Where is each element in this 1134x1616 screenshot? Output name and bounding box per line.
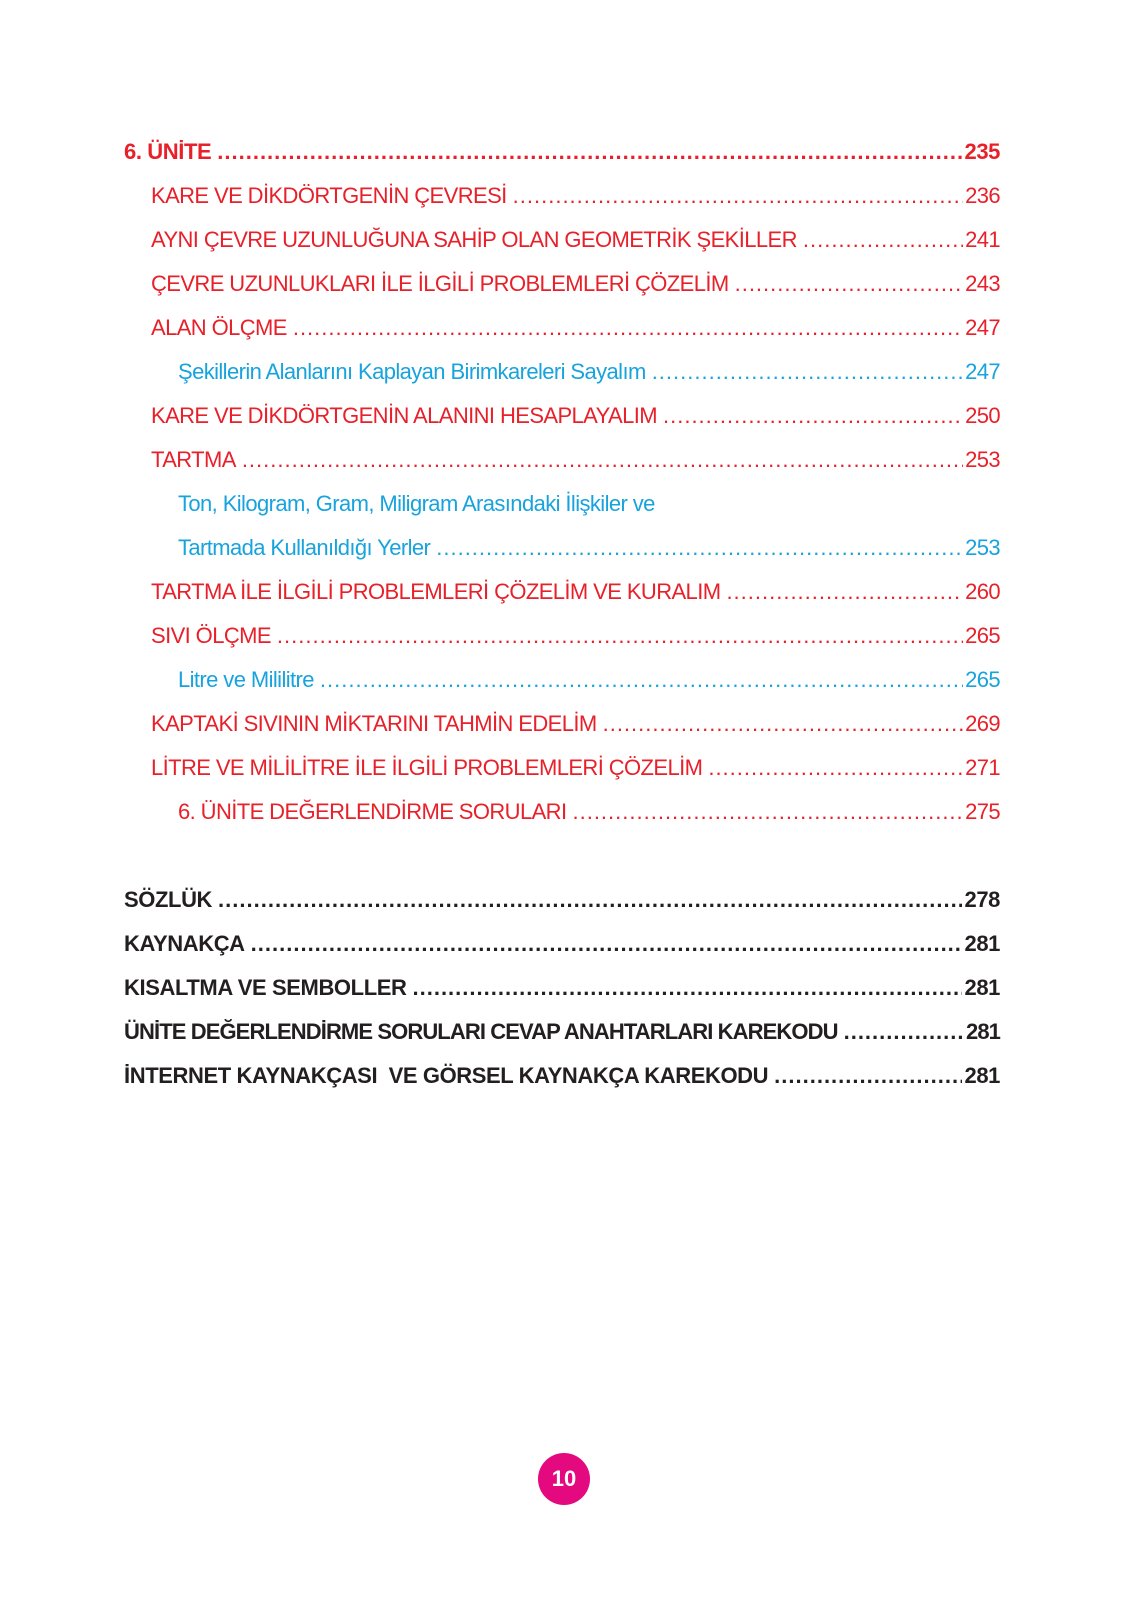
toc-label: ALAN ÖLÇME: [151, 315, 287, 340]
toc-entry[interactable]: SIVI ÖLÇME 265: [124, 622, 1001, 666]
toc-subentry[interactable]: Şekillerin Alanlarını Kaplayan Birimkare…: [124, 358, 1001, 402]
dot-leader: [726, 578, 963, 606]
dot-leader: [652, 358, 963, 386]
toc-label: 6. ÜNİTE DEĞERLENDİRME SORULARI: [178, 799, 567, 824]
dot-leader: [708, 754, 963, 782]
dot-leader: [293, 314, 963, 342]
toc-label: KARE VE DİKDÖRTGENİN ALANINI HESAPLAYALI…: [151, 403, 658, 428]
toc-page: 278: [964, 887, 1000, 912]
toc-page: 265: [965, 667, 1001, 692]
toc-entry[interactable]: TARTMA 253: [124, 446, 1001, 490]
toc-page: 275: [965, 799, 1001, 824]
toc-page: 260: [965, 579, 1001, 604]
page-number-badge: 10: [538, 1453, 590, 1505]
toc-page: 236: [965, 183, 1001, 208]
toc-label: Şekillerin Alanlarını Kaplayan Birimkare…: [178, 359, 646, 384]
dot-leader: [663, 402, 963, 430]
toc-label: Ton, Kilogram, Gram, Miligram Arasındaki…: [178, 491, 655, 516]
toc-entry[interactable]: 6. ÜNİTE DEĞERLENDİRME SORULARI 275: [124, 798, 1001, 842]
toc-subentry-line2[interactable]: Tartmada Kullanıldığı Yerler 253: [124, 534, 1001, 578]
toc-label: ÇEVRE UZUNLUKLARI İLE İLGİLİ PROBLEMLERİ…: [151, 271, 729, 296]
toc-appendix-entry[interactable]: KAYNAKÇA 281: [124, 930, 1000, 974]
toc-entry[interactable]: TARTMA İLE İLGİLİ PROBLEMLERİ ÇÖZELİM VE…: [124, 578, 1001, 622]
toc-label: KARE VE DİKDÖRTGENİN ÇEVRESİ: [151, 183, 507, 208]
toc-label: TARTMA İLE İLGİLİ PROBLEMLERİ ÇÖZELİM VE…: [151, 579, 721, 604]
table-of-contents: 6. ÜNİTE 235 KARE VE DİKDÖRTGENİN ÇEVRESİ…: [124, 138, 1001, 1106]
toc-entry[interactable]: ÇEVRE UZUNLUKLARI İLE İLGİLİ PROBLEMLERİ…: [124, 270, 1001, 314]
dot-leader: [218, 886, 962, 914]
toc-label: LİTRE VE MİLİLİTRE İLE İLGİLİ PROBLEMLER…: [151, 755, 703, 780]
toc-appendix-entry[interactable]: KISALTMA VE SEMBOLLER 281: [124, 974, 1000, 1018]
toc-appendix-entry[interactable]: İNTERNET KAYNAKÇASI VE GÖRSEL KAYNAKÇA K…: [124, 1062, 1000, 1106]
dot-leader: [251, 930, 963, 958]
toc-page: 241: [965, 227, 1001, 252]
toc-label: 6. ÜNİTE: [124, 139, 212, 164]
toc-entry[interactable]: AYNI ÇEVRE UZUNLUĞUNA SAHİP OLAN GEOMETR…: [124, 226, 1001, 270]
toc-label: TARTMA: [151, 447, 236, 472]
toc-page: 243: [965, 271, 1001, 296]
toc-subentry[interactable]: Litre ve Mililitre 265: [124, 666, 1001, 710]
toc-entry[interactable]: KARE VE DİKDÖRTGENİN ALANINI HESAPLAYALI…: [124, 402, 1001, 446]
toc-label: KAYNAKÇA: [124, 931, 245, 956]
dot-leader: [572, 798, 963, 826]
dot-leader: [803, 226, 963, 254]
dot-leader: [217, 138, 962, 166]
toc-entry[interactable]: KARE VE DİKDÖRTGENİN ÇEVRESİ 236: [124, 182, 1001, 226]
toc-page: 250: [965, 403, 1001, 428]
toc-label: Litre ve Mililitre: [178, 667, 315, 692]
dot-leader: [242, 446, 963, 474]
toc-page: 269: [965, 711, 1001, 736]
toc-label: ÜNİTE DEĞERLENDİRME SORULARI CEVAP ANAHT…: [124, 1019, 838, 1044]
toc-appendix-entry[interactable]: SÖZLÜK 278: [124, 886, 1000, 930]
dot-leader: [774, 1062, 962, 1090]
toc-label: SÖZLÜK: [124, 887, 213, 912]
toc-entry[interactable]: KAPTAKİ SIVININ MİKTARINI TAHMİN EDELİM 2…: [124, 710, 1001, 754]
toc-label: AYNI ÇEVRE UZUNLUĞUNA SAHİP OLAN GEOMETR…: [151, 227, 797, 252]
toc-page: 281: [964, 975, 1000, 1000]
toc-page: 281: [965, 1019, 1001, 1044]
toc-label: KAPTAKİ SIVININ MİKTARINI TAHMİN EDELİM: [151, 711, 597, 736]
toc-page: 247: [965, 315, 1001, 340]
dot-leader: [513, 182, 963, 210]
dot-leader: [277, 622, 963, 650]
toc-page: 271: [965, 755, 1001, 780]
dot-leader: [603, 710, 964, 738]
toc-appendix-entry[interactable]: ÜNİTE DEĞERLENDİRME SORULARI CEVAP ANAHT…: [124, 1018, 1001, 1062]
toc-entry[interactable]: ALAN ÖLÇME 247: [124, 314, 1001, 358]
toc-page: 247: [965, 359, 1001, 384]
toc-subentry-line1[interactable]: Ton, Kilogram, Gram, Miligram Arasındaki…: [124, 490, 1000, 534]
toc-label: Tartmada Kullanıldığı Yerler: [178, 535, 431, 560]
spacer: [124, 842, 1000, 886]
toc-page: 253: [965, 447, 1001, 472]
toc-label: İNTERNET KAYNAKÇASI VE GÖRSEL KAYNAKÇA K…: [124, 1063, 769, 1088]
toc-entry-unit[interactable]: 6. ÜNİTE 235: [124, 138, 1000, 182]
toc-label: KISALTMA VE SEMBOLLER: [124, 975, 407, 1000]
toc-page: 281: [964, 931, 1000, 956]
dot-leader: [320, 666, 963, 694]
dot-leader: [844, 1018, 964, 1046]
toc-page: 265: [965, 623, 1001, 648]
toc-page: 235: [964, 139, 1000, 164]
toc-page: 253: [965, 535, 1001, 560]
dot-leader: [735, 270, 964, 298]
toc-entry[interactable]: LİTRE VE MİLİLİTRE İLE İLGİLİ PROBLEMLER…: [124, 754, 1001, 798]
toc-page: 281: [964, 1063, 1000, 1088]
dot-leader: [436, 534, 963, 562]
dot-leader: [413, 974, 963, 1002]
toc-label: SIVI ÖLÇME: [151, 623, 272, 648]
